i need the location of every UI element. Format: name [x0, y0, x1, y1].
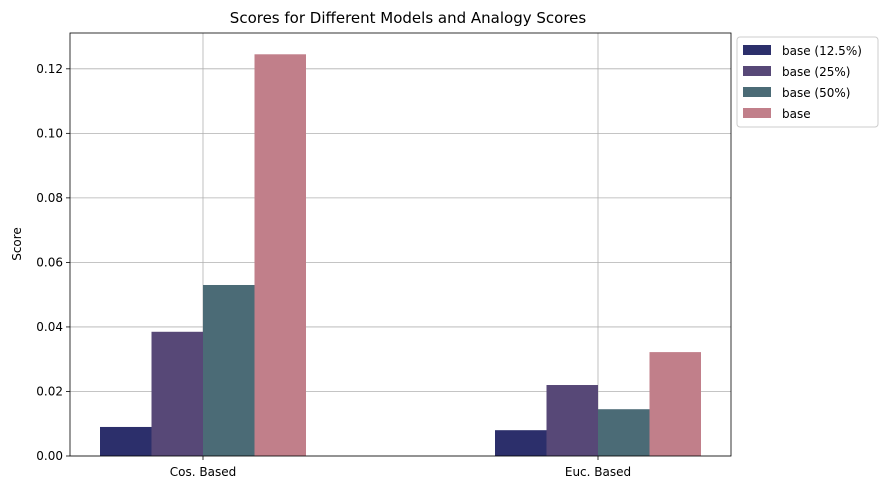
legend-swatch	[743, 45, 771, 55]
chart-title: Scores for Different Models and Analogy …	[230, 9, 587, 27]
bar-euc-series-3	[649, 352, 701, 456]
x-tick-label: Cos. Based	[170, 465, 236, 479]
bar-euc-series-1	[546, 385, 598, 456]
bar-cos-series-0	[100, 426, 152, 456]
legend-swatch	[743, 66, 771, 76]
legend-label: base (12.5%)	[782, 44, 862, 58]
legend-swatch	[743, 108, 771, 118]
y-tick-label: 0.06	[36, 255, 63, 269]
bars	[100, 54, 701, 456]
y-tick-label: 0.04	[36, 320, 63, 334]
y-tick-label: 0.12	[36, 62, 63, 76]
legend-swatch	[743, 87, 771, 97]
bar-cos-series-1	[151, 331, 203, 456]
y-tick-label: 0.08	[36, 191, 63, 205]
y-tick-label: 0.02	[36, 384, 63, 398]
legend-label: base (25%)	[782, 65, 850, 79]
bar-euc-series-0	[495, 430, 547, 456]
bar-euc-series-2	[598, 409, 650, 456]
y-axis-label: Score	[10, 227, 24, 261]
bar-cos-series-2	[203, 284, 255, 456]
y-tick-label: 0.00	[36, 449, 63, 463]
legend-label: base	[782, 107, 811, 121]
axes: 0.00 0.02 0.04 0.06 0.08 0.10 0.12 Cos. Based Eu…	[36, 32, 732, 479]
y-tick-label: 0.10	[36, 126, 63, 140]
legend-box	[736, 36, 879, 128]
plot-frame	[69, 32, 732, 457]
legend: base (12.5%) base (25%) base (50%) base	[736, 36, 879, 128]
x-tick-label: Euc. Based	[565, 465, 631, 479]
bar-cos-series-3	[254, 54, 306, 456]
legend-label: base (50%)	[782, 86, 850, 100]
